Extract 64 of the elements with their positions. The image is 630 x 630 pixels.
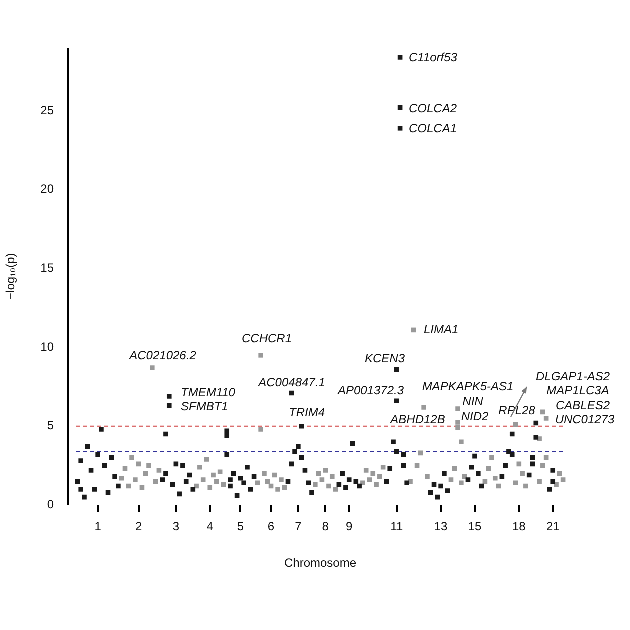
x-tick-label: 21 bbox=[546, 520, 560, 534]
annotation: SFMBT1 bbox=[181, 399, 228, 414]
annotation: AP001372.3 bbox=[336, 383, 404, 398]
annotation: LIMA1 bbox=[424, 322, 459, 336]
annotation: UNC01273 bbox=[555, 412, 616, 426]
x-tick-label: 1 bbox=[94, 520, 102, 534]
point bbox=[289, 462, 294, 467]
y-tick-label: 10 bbox=[40, 340, 54, 354]
x-tick-label: 8 bbox=[322, 520, 330, 534]
point bbox=[456, 426, 460, 430]
annotation: MAPKAPK5-AS1 bbox=[422, 379, 514, 394]
annotation: ABHD12B bbox=[390, 412, 446, 426]
annotation: CCHCR1 bbox=[242, 331, 292, 346]
x-tick-label: 7 bbox=[295, 520, 302, 534]
y-axis-title: −log₁₀(p) bbox=[4, 253, 18, 300]
point bbox=[513, 480, 518, 486]
point bbox=[459, 440, 464, 445]
y-tick-label: 15 bbox=[40, 261, 54, 276]
annotation: NIN bbox=[462, 394, 484, 408]
point bbox=[394, 449, 400, 454]
x-tick-label: 13 bbox=[434, 520, 448, 534]
x-tick-label: 11 bbox=[390, 520, 404, 534]
x-tick-label: 9 bbox=[346, 520, 354, 534]
point bbox=[540, 463, 546, 468]
point bbox=[456, 420, 460, 425]
x-tick-label: 5 bbox=[237, 520, 244, 534]
annotation: KCEN3 bbox=[364, 351, 406, 366]
x-tick-label: 3 bbox=[172, 520, 180, 534]
x-tick-label: 18 bbox=[512, 520, 526, 534]
point bbox=[550, 479, 556, 484]
x-tick-label: 6 bbox=[268, 520, 275, 534]
point bbox=[224, 452, 230, 458]
annotation: DLGAP1-AS2 bbox=[536, 369, 610, 384]
point bbox=[398, 106, 403, 110]
y-tick-label: 5 bbox=[47, 418, 54, 433]
annotation: AC004847.1 bbox=[258, 375, 326, 390]
annotation: COLCA2 bbox=[409, 101, 458, 116]
annotation: C11orf53 bbox=[409, 50, 458, 64]
y-tick-label: 25 bbox=[40, 103, 54, 118]
annotation: COLCA1 bbox=[409, 121, 458, 136]
point bbox=[258, 427, 264, 432]
point bbox=[224, 433, 230, 438]
x-tick-label: 4 bbox=[206, 520, 214, 534]
y-tick-label: 20 bbox=[40, 182, 54, 196]
point bbox=[299, 456, 304, 460]
point bbox=[166, 403, 172, 408]
point bbox=[394, 398, 400, 404]
annotation: TRIM4 bbox=[289, 405, 326, 420]
annotation: CABLES2 bbox=[556, 398, 610, 412]
annotation: AC021026.2 bbox=[128, 348, 197, 362]
x-tick-label: 2 bbox=[135, 520, 142, 534]
point bbox=[534, 435, 539, 440]
x-axis-title: Chromosome bbox=[284, 556, 357, 570]
annotation: MAP1LC3A bbox=[546, 383, 610, 398]
point bbox=[78, 487, 84, 492]
annotation: NID2 bbox=[461, 409, 489, 424]
point bbox=[544, 456, 549, 460]
y-tick-label: 0 bbox=[47, 498, 54, 512]
point bbox=[228, 484, 233, 489]
x-tick-label: 15 bbox=[468, 520, 482, 534]
point bbox=[537, 479, 542, 484]
point bbox=[398, 126, 403, 131]
point bbox=[164, 471, 168, 476]
annotation: TMEM110 bbox=[181, 385, 236, 400]
